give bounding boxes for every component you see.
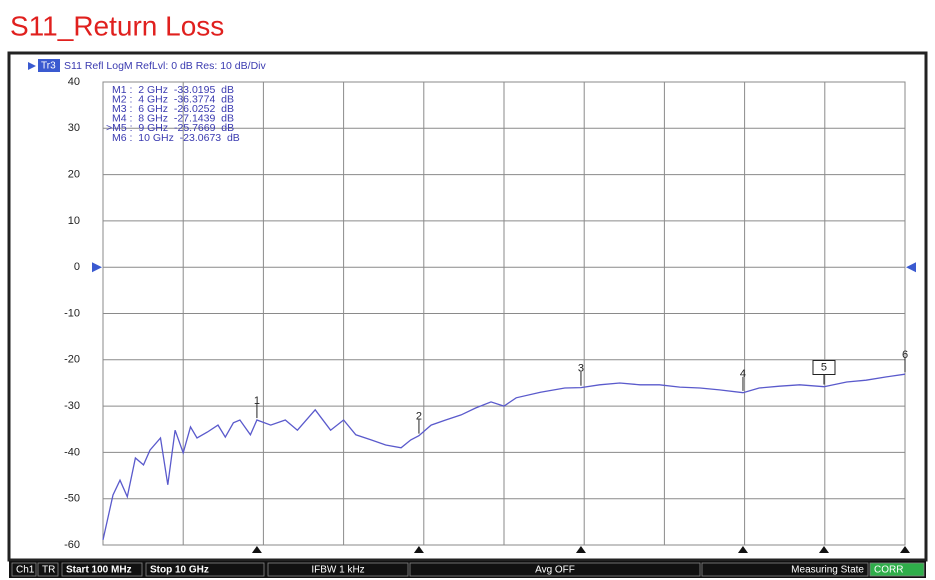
marker-triangle	[251, 546, 262, 553]
marker-triangle	[900, 546, 910, 553]
y-tick-label: -40	[64, 446, 80, 458]
marker-readout: M4 : 8 GHz -27.1439 dB	[112, 113, 234, 125]
y-tick-label: 30	[68, 122, 80, 134]
y-tick-label: 0	[74, 261, 80, 273]
status-avg: Avg OFF	[535, 565, 575, 576]
status-trace: TR	[42, 565, 55, 576]
trace-badge	[38, 59, 60, 72]
trace-id: Tr3	[41, 61, 56, 72]
y-tick-label: 20	[68, 169, 80, 181]
marker-label: 4	[740, 368, 746, 380]
marker-triangle	[413, 546, 424, 553]
y-tick-label: -20	[64, 354, 80, 366]
status-ifbw: IFBW 1 kHz	[311, 565, 364, 576]
marker-readout: M1 : 2 GHz -33.0195 dB	[112, 84, 234, 96]
marker-readout: M3 : 6 GHz -26.0252 dB	[112, 103, 234, 115]
marker-triangle	[575, 546, 586, 553]
marker-triangle	[818, 546, 829, 553]
y-tick-label: -60	[64, 539, 80, 551]
chart-title: S11_Return Loss	[10, 10, 224, 41]
y-tick-label: 40	[68, 76, 80, 88]
status-corr: CORR	[874, 565, 903, 576]
marker-label: 5	[821, 361, 827, 373]
status-cell	[145, 562, 265, 577]
trace	[102, 373, 906, 541]
marker-readout: M6 : 10 GHz -23.0673 dB	[112, 132, 240, 144]
status-cell	[61, 562, 143, 577]
marker-label: 2	[416, 411, 422, 423]
y-tick-label: -30	[64, 400, 80, 412]
status-cell	[409, 562, 701, 577]
status-cell	[869, 562, 925, 577]
status-cell	[11, 562, 37, 577]
marker-label: 3	[578, 363, 584, 375]
marker-triangle	[737, 546, 748, 553]
status-items: Ch1 TR Start 100 MHz Stop 10 GHz IFBW 1 kHz A…	[11, 562, 925, 577]
y-tick-label: 10	[68, 215, 80, 227]
y-tick-label: -10	[64, 307, 80, 319]
status-cell	[267, 562, 409, 577]
status-state: Measuring State	[791, 565, 864, 576]
status-channel: Ch1	[16, 565, 35, 576]
ref-arrow-left	[92, 262, 102, 273]
trace-arrow	[28, 62, 36, 70]
marker-label: 1	[254, 395, 260, 407]
marker-readout: >M5 : 9 GHz -25.7669 dB	[106, 122, 234, 134]
ref-arrow-right	[906, 262, 916, 273]
status-start: Start 100 MHz	[66, 565, 132, 576]
marker-readout: M2 : 4 GHz -36.3774 dB	[112, 93, 234, 105]
status-cell	[701, 562, 869, 577]
marker-label: 6	[902, 349, 908, 361]
status-stop: Stop 10 GHz	[150, 565, 209, 576]
marker-box	[812, 360, 836, 376]
status-cell	[37, 562, 59, 577]
y-tick-label: -50	[64, 493, 80, 505]
trace-header: S11 Refl LogM RefLvl: 0 dB Res: 10 dB/Di…	[64, 60, 266, 72]
